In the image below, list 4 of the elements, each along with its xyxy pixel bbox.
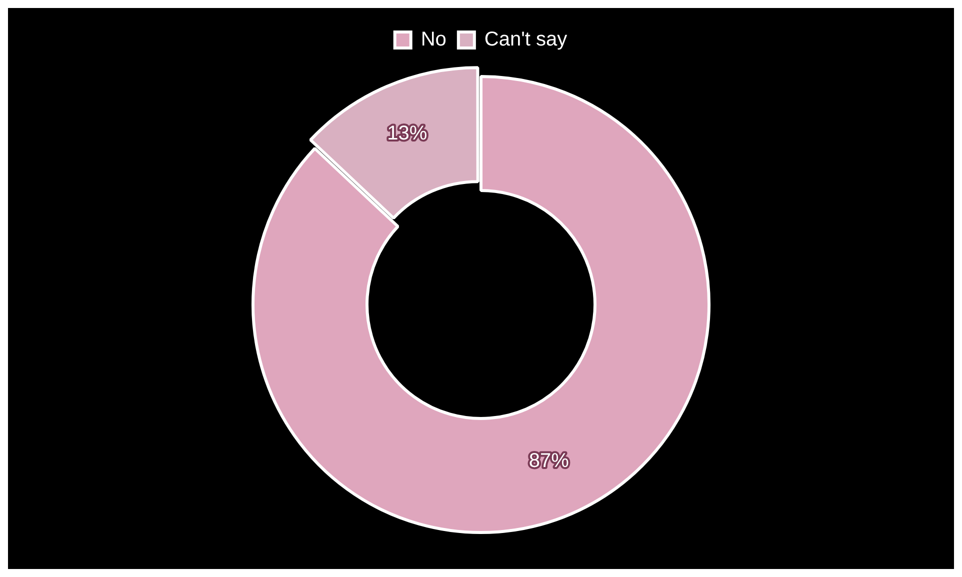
legend-label: No [420, 28, 446, 51]
data-label: 87% [528, 450, 570, 472]
data-label: 13% [387, 122, 428, 144]
legend-label: Can't say [484, 28, 568, 51]
